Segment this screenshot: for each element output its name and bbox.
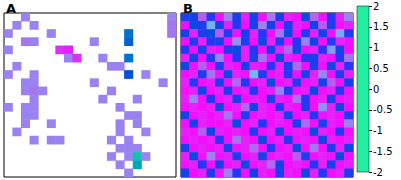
- svg-text:1: 1: [373, 42, 379, 53]
- svg-text:0.5: 0.5: [373, 63, 389, 74]
- svg-text:0: 0: [373, 84, 379, 95]
- svg-text:2: 2: [373, 1, 379, 12]
- svg-text:1.5: 1.5: [373, 21, 389, 32]
- svg-text:-0.5: -0.5: [373, 104, 393, 115]
- svg-text:-2: -2: [373, 167, 383, 178]
- svg-text:B: B: [183, 1, 193, 16]
- svg-text:-1: -1: [373, 125, 383, 136]
- svg-text:A: A: [6, 1, 16, 16]
- svg-text:-1.5: -1.5: [373, 146, 393, 157]
